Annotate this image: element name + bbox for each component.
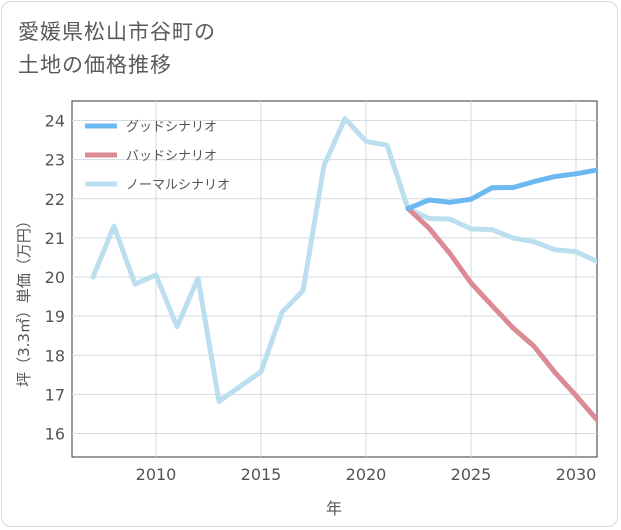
x-axis-label: 年: [326, 499, 342, 518]
y-tick-label: 16: [45, 425, 65, 444]
y-tick-label: 18: [45, 346, 65, 365]
y-tick-label: 23: [45, 151, 65, 170]
grid-lines: [72, 101, 597, 457]
x-tick-label: 2010: [136, 465, 177, 484]
y-tick-label: 24: [45, 112, 65, 131]
y-tick-label: 21: [45, 229, 65, 248]
series-line-1: [405, 206, 597, 423]
x-tick-label: 2025: [451, 465, 492, 484]
y-tick-label: 20: [45, 268, 65, 287]
y-axis-label: 坪（3.3㎡）単価（万円）: [15, 213, 33, 387]
y-tick-label: 17: [45, 385, 65, 404]
x-tick-label: 2030: [556, 465, 597, 484]
legend-label: ノーマルシナリオ: [126, 178, 230, 193]
series-line-0: [405, 167, 597, 212]
y-tick-label: 19: [45, 307, 65, 326]
legend-label: バッドシナリオ: [126, 149, 217, 164]
chart-title: 愛媛県松山市谷町の 土地の価格推移: [18, 16, 216, 82]
x-tick-label: 2020: [346, 465, 387, 484]
x-axis: 2010 2015 2020 2025 2030: [136, 465, 597, 484]
legend-label: グッドシナリオ: [126, 120, 217, 135]
y-axis: 16 17 18 19 20 21 22 23 24: [45, 112, 65, 444]
series-lines: [90, 116, 597, 423]
title-line-1: 愛媛県松山市谷町の: [18, 20, 216, 44]
series-line-2: [90, 116, 597, 404]
title-line-2: 土地の価格推移: [18, 53, 172, 77]
y-tick-label: 22: [45, 190, 65, 209]
x-tick-label: 2015: [241, 465, 282, 484]
